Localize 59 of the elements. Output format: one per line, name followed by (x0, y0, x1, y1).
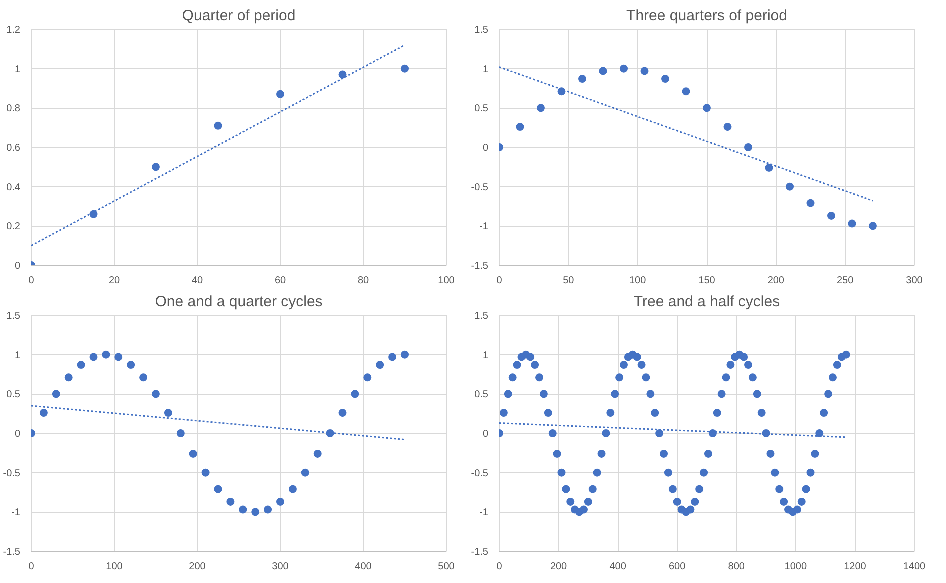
x-tick-label: 1400 (903, 562, 926, 572)
chart-title: Three quarters of period (626, 8, 788, 24)
x-tick-label: 400 (355, 562, 372, 572)
y-tick-label: 1.2 (6, 25, 21, 36)
x-tick-label: 0 (496, 562, 503, 572)
x-tick-label: 300 (272, 562, 290, 572)
y-tick-label: 1 (482, 350, 489, 362)
x-tick-label: 400 (610, 562, 627, 572)
x-tick-label: 800 (728, 562, 746, 572)
x-tick-label: 20 (108, 276, 120, 286)
y-tick-label: 0 (482, 143, 489, 154)
y-tick-label: 0.6 (6, 143, 21, 154)
y-tick-label: -1 (12, 508, 21, 519)
y-tick-label: 1 (482, 64, 489, 76)
x-tick-label: 100 (629, 276, 647, 286)
x-tick-label: 200 (550, 562, 568, 572)
y-tick-label: 0.4 (6, 182, 21, 194)
x-tick-label: 150 (698, 276, 716, 286)
chart-title: Tree and a half cycles (634, 294, 780, 310)
x-tick-label: 200 (189, 562, 206, 572)
chart-title: Quarter of period (182, 8, 296, 24)
y-tick-label: -1.5 (3, 547, 21, 558)
y-tick-label: 0.2 (6, 222, 21, 233)
x-tick-label: 300 (906, 276, 924, 286)
x-tick-label: 100 (438, 276, 456, 286)
x-tick-label: 40 (192, 276, 204, 286)
y-tick-label: 0 (14, 261, 21, 272)
x-tick-label: 1000 (784, 562, 808, 572)
y-tick-label: 1.5 (6, 311, 21, 322)
x-tick-label: 80 (358, 276, 370, 286)
x-tick-label: 0 (28, 562, 35, 572)
y-tick-label: 1.5 (474, 311, 489, 322)
y-tick-label: 1 (14, 350, 21, 362)
y-tick-label: -0.5 (471, 468, 489, 480)
x-tick-label: 250 (836, 276, 854, 286)
x-tick-label: 100 (106, 562, 124, 572)
x-tick-label: 60 (274, 276, 286, 286)
y-tick-label: 0.5 (474, 390, 489, 401)
y-tick-label: -1 (480, 508, 489, 519)
x-tick-label: 1200 (844, 562, 867, 572)
y-tick-label: -1.5 (471, 547, 489, 558)
x-tick-label: 200 (768, 276, 785, 286)
y-tick-label: 1.5 (474, 25, 489, 36)
y-tick-label: 0.5 (6, 390, 21, 401)
x-tick-label: 0 (496, 276, 503, 286)
x-tick-label: 50 (563, 276, 575, 286)
y-tick-label: 0.8 (6, 104, 21, 115)
y-tick-label: 1 (14, 64, 21, 76)
y-tick-label: -1 (480, 222, 489, 233)
y-tick-label: 0 (14, 429, 21, 440)
x-tick-label: 0 (28, 276, 35, 286)
y-tick-label: -0.5 (471, 182, 489, 194)
chart-title: One and a quarter cycles (155, 294, 323, 310)
y-tick-label: 0.5 (474, 104, 489, 115)
y-tick-label: -1.5 (471, 261, 489, 272)
y-tick-label: -0.5 (3, 468, 21, 480)
x-tick-label: 500 (438, 562, 456, 572)
x-tick-label: 600 (669, 562, 686, 572)
y-tick-label: 0 (482, 429, 489, 440)
